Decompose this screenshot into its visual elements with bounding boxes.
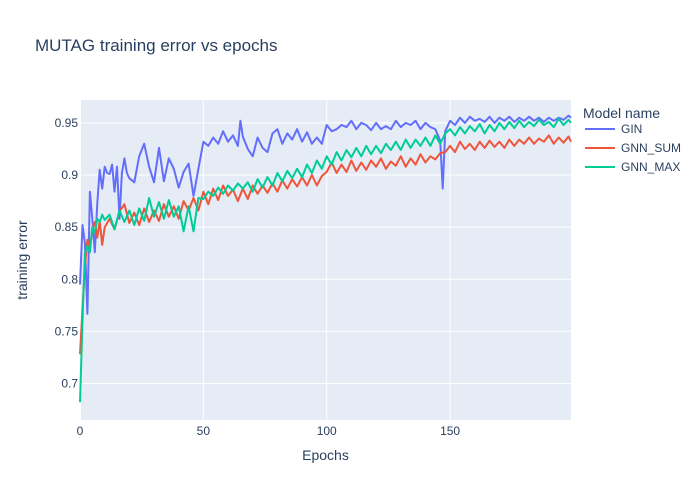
legend-label: GIN [621,122,642,136]
chart-title: MUTAG training error vs epochs [35,36,277,55]
x-tick-labels: 0 50 100 150 [77,424,461,438]
x-tick-label: 50 [197,424,211,438]
plot-area [80,100,571,420]
y-tick-label: 0.8 [61,272,78,286]
series-line-gin[interactable] [79,114,572,315]
legend-label: GNN_MAX [621,160,680,174]
legend[interactable]: Model name GIN GNN_SUM GNN_MAX [583,105,681,174]
y-gridlines [80,122,571,385]
legend-label: GNN_SUM [621,141,681,155]
y-tick-label: 0.7 [61,377,78,391]
legend-item-gnn-sum[interactable]: GNN_SUM [585,141,681,155]
x-tick-label: 100 [317,424,337,438]
legend-item-gnn-max[interactable]: GNN_MAX [585,160,680,174]
legend-item-gin[interactable]: GIN [585,122,642,136]
series-line-gnn-max[interactable] [79,117,572,403]
series-layer [79,114,572,403]
y-axis-title: training error [14,220,30,300]
y-tick-label: 0.85 [55,220,79,234]
y-tick-label: 0.75 [55,324,79,338]
x-gridlines [79,100,451,420]
y-tick-labels: 0.7 0.75 0.8 0.85 0.9 0.95 [55,116,79,391]
y-tick-label: 0.9 [61,168,78,182]
y-tick-label: 0.95 [55,116,79,130]
x-tick-label: 150 [440,424,460,438]
legend-title: Model name [583,105,660,121]
x-axis-title: Epochs [302,447,349,463]
x-tick-label: 0 [77,424,84,438]
